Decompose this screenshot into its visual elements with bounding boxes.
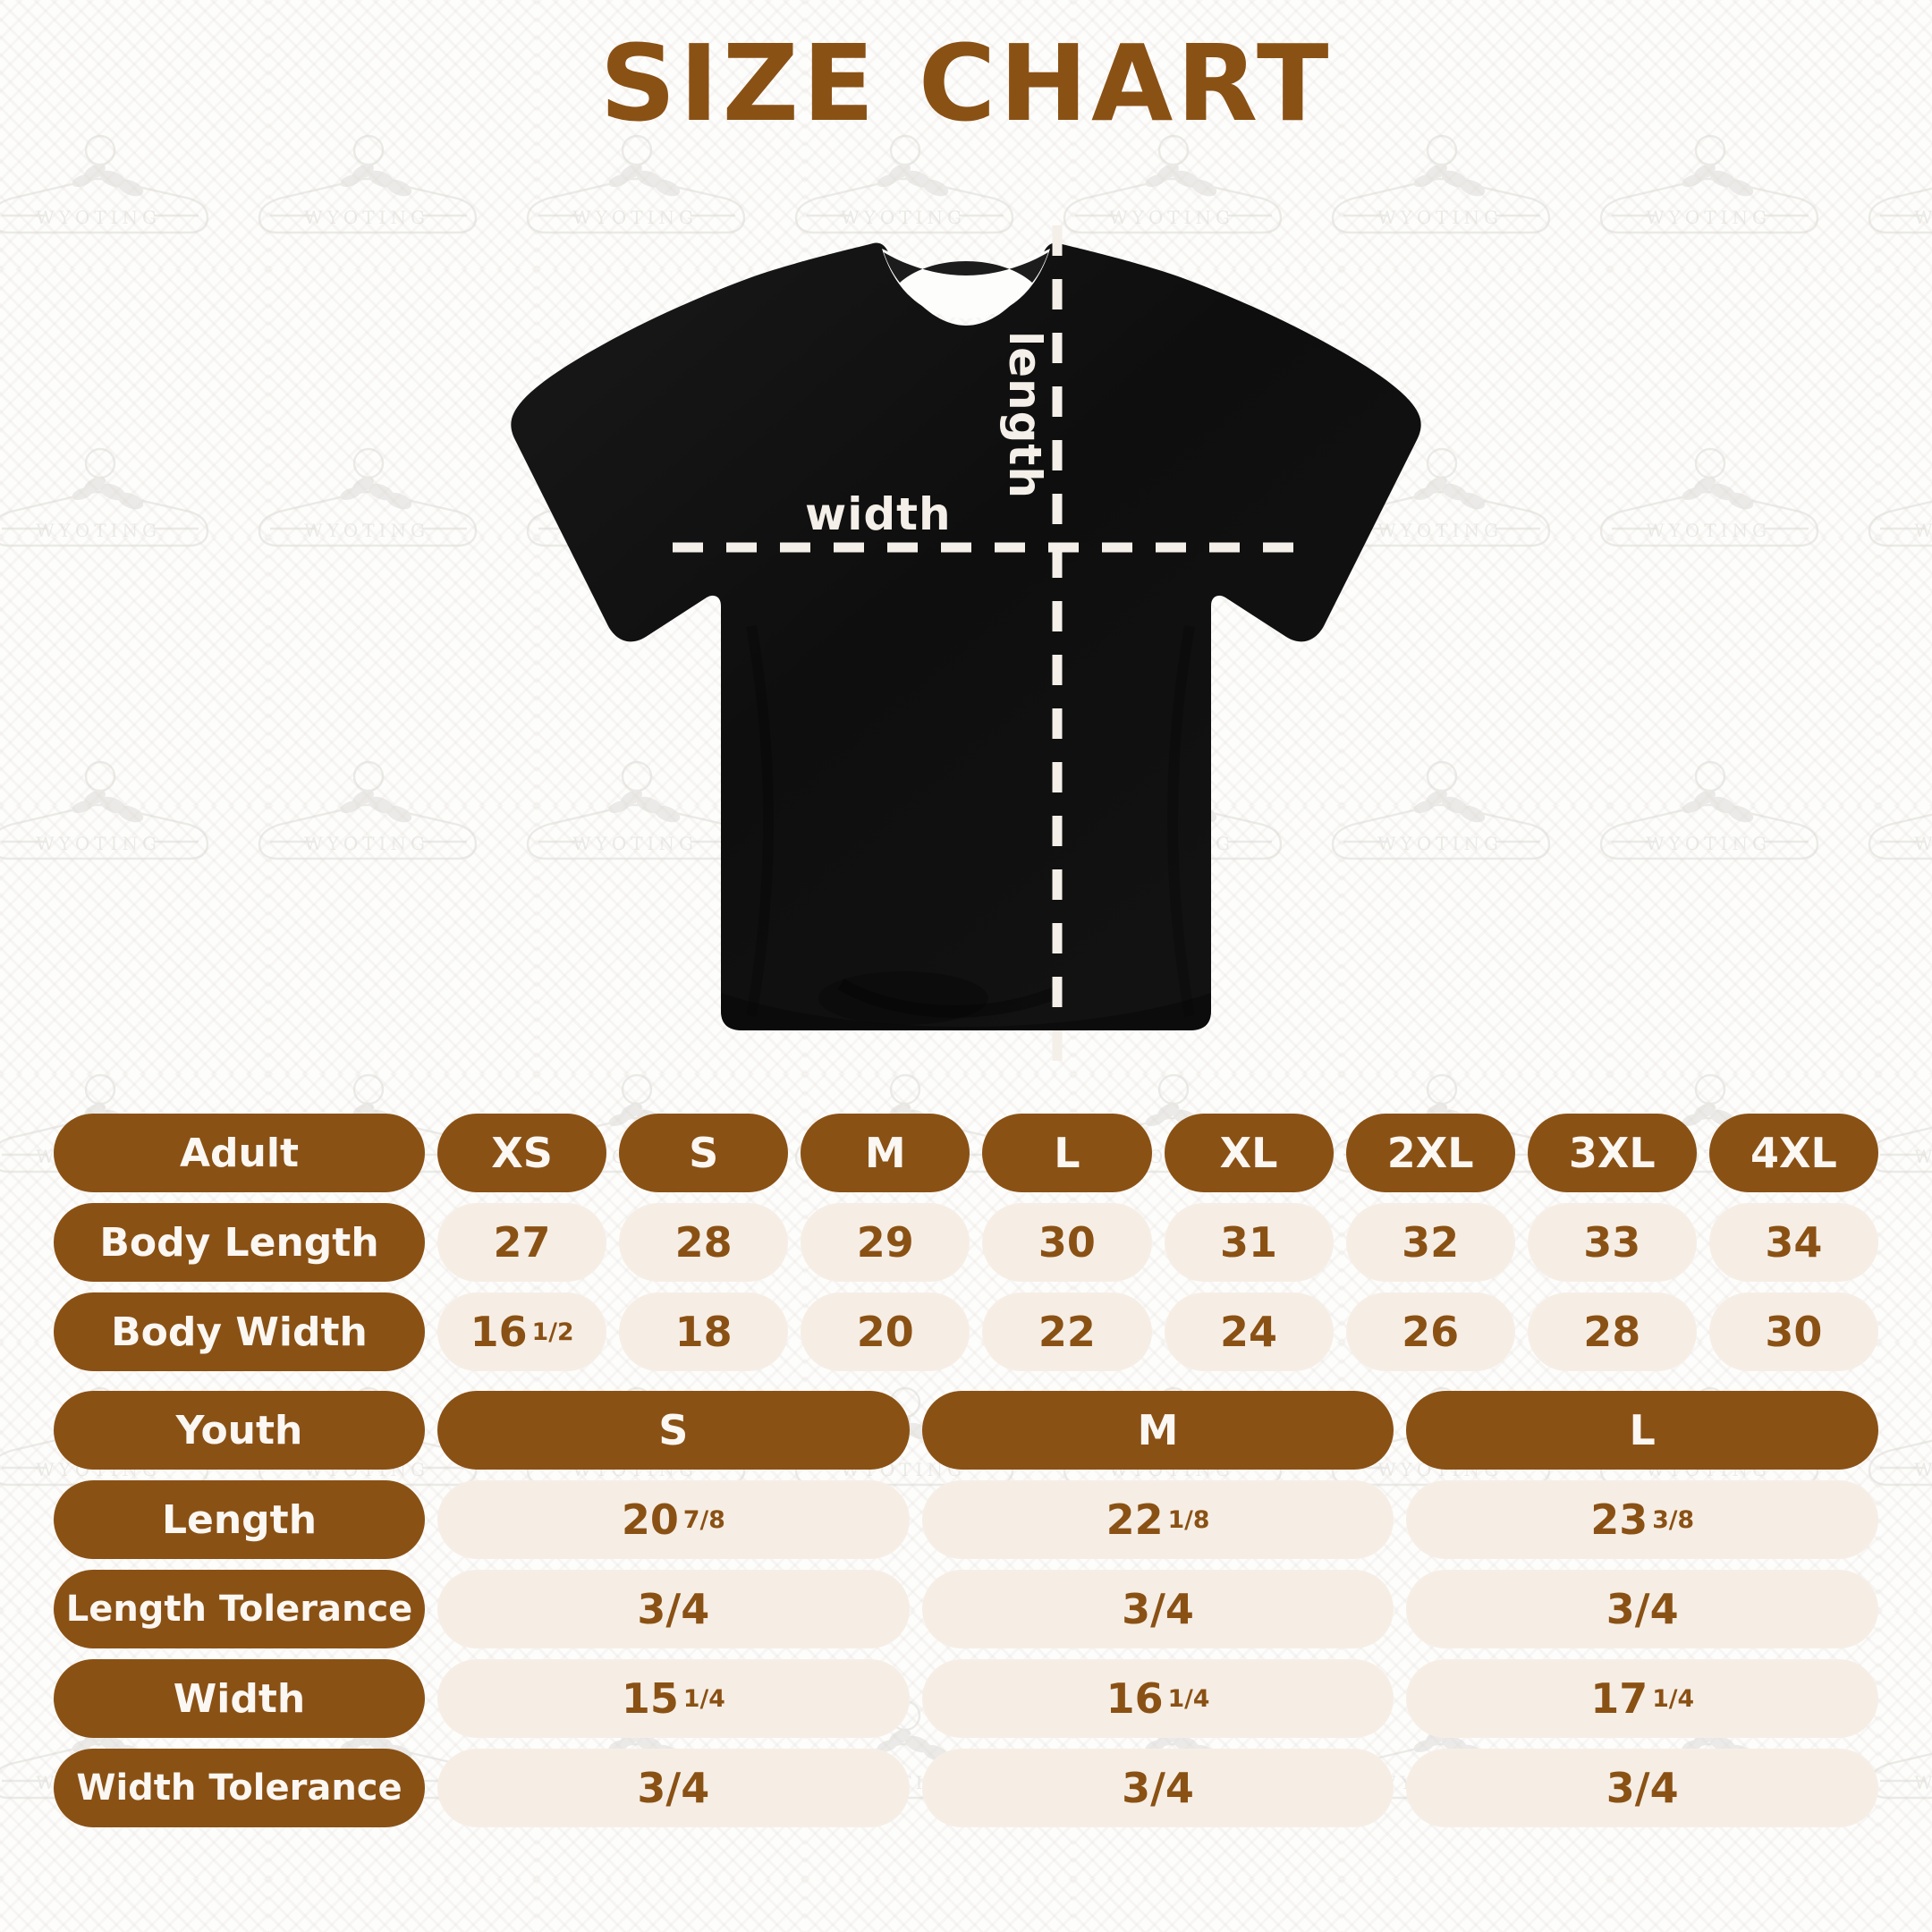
adult-size-header-2xl[interactable]: 2XL — [1345, 1114, 1515, 1192]
youth-value-cell: 3/4 — [437, 1570, 910, 1648]
adult-header-row: Adult XS S M L XL 2XL 3XL 4XL — [54, 1114, 1878, 1192]
youth-size-header-m[interactable]: M — [921, 1391, 1394, 1470]
width-label: width — [805, 488, 952, 540]
length-label: length — [999, 331, 1051, 499]
table-row: Length 20 7/8 22 1/8 23 3/8 — [54, 1480, 1879, 1559]
youth-size-header-s[interactable]: S — [437, 1391, 910, 1470]
adult-size-header-xs[interactable]: XS — [437, 1114, 607, 1192]
adult-value-cell: 31 — [1164, 1203, 1334, 1282]
adult-value-cell: 30 — [982, 1203, 1152, 1282]
youth-size-header-l[interactable]: L — [1406, 1391, 1879, 1470]
youth-row-label: Width — [54, 1659, 425, 1738]
adult-size-header-s[interactable]: S — [619, 1114, 789, 1192]
adult-value-cell: 30 — [1708, 1292, 1878, 1371]
adult-corner-label: Adult — [54, 1114, 425, 1192]
youth-corner-label: Youth — [54, 1391, 425, 1470]
youth-row-label: Length Tolerance — [54, 1570, 425, 1648]
youth-value-cell: 3/4 — [1406, 1570, 1879, 1648]
adult-value-cell: 26 — [1345, 1292, 1515, 1371]
adult-value-cell: 27 — [437, 1203, 607, 1282]
youth-value-cell: 3/4 — [921, 1749, 1394, 1827]
adult-value-cell: 22 — [982, 1292, 1152, 1371]
adult-size-header-l[interactable]: L — [982, 1114, 1152, 1192]
youth-size-table: Youth S M L Length 20 7/8 22 1/8 23 3/8 Length Tole… — [54, 1391, 1879, 1838]
tshirt-svg — [511, 225, 1421, 1063]
adult-value-cell: 34 — [1708, 1203, 1878, 1282]
adult-row-label: Body Length — [54, 1203, 425, 1282]
adult-value-cell: 18 — [619, 1292, 789, 1371]
table-row: Length Tolerance 3/4 3/4 3/4 — [54, 1570, 1879, 1648]
table-row: Width 15 1/4 16 1/4 17 1/4 — [54, 1659, 1879, 1738]
youth-value-cell: 15 1/4 — [437, 1659, 910, 1738]
youth-value-cell: 17 1/4 — [1406, 1659, 1879, 1738]
adult-size-header-m[interactable]: M — [801, 1114, 970, 1192]
adult-value-cell: 24 — [1164, 1292, 1334, 1371]
adult-size-table: Adult XS S M L XL 2XL 3XL 4XL Body Length 27 28 29 30… — [54, 1114, 1878, 1382]
adult-value-cell: 20 — [801, 1292, 970, 1371]
adult-size-header-3xl[interactable]: 3XL — [1527, 1114, 1697, 1192]
shirt-neck-rib — [884, 252, 1048, 283]
youth-value-cell: 22 1/8 — [921, 1480, 1394, 1559]
youth-header-row: Youth S M L — [54, 1391, 1879, 1470]
table-row: Body Width 16 1/2 18 20 22 24 26 28 30 — [54, 1292, 1878, 1371]
shirt-collar-gap — [882, 249, 1050, 318]
table-row: Width Tolerance 3/4 3/4 3/4 — [54, 1749, 1879, 1827]
youth-row-label: Width Tolerance — [54, 1749, 425, 1827]
youth-value-cell: 16 1/4 — [921, 1659, 1394, 1738]
youth-value-cell: 23 3/8 — [1406, 1480, 1879, 1559]
adult-value-cell: 33 — [1527, 1203, 1697, 1282]
youth-row-label: Length — [54, 1480, 425, 1559]
adult-row-label: Body Width — [54, 1292, 425, 1371]
adult-value-cell: 28 — [619, 1203, 789, 1282]
tshirt-illustration — [483, 206, 1449, 1100]
youth-value-cell: 3/4 — [921, 1570, 1394, 1648]
adult-value-cell: 32 — [1345, 1203, 1515, 1282]
adult-value-cell: 29 — [801, 1203, 970, 1282]
adult-size-header-xl[interactable]: XL — [1164, 1114, 1334, 1192]
youth-value-cell: 3/4 — [437, 1749, 910, 1827]
page-title: SIZE CHART — [599, 21, 1333, 145]
adult-value-cell: 28 — [1527, 1292, 1697, 1371]
youth-value-cell: 20 7/8 — [437, 1480, 910, 1559]
youth-value-cell: 3/4 — [1406, 1749, 1879, 1827]
shirt-body — [511, 242, 1421, 1030]
table-row: Body Length 27 28 29 30 31 32 33 34 — [54, 1203, 1878, 1282]
adult-value-cell: 16 1/2 — [437, 1292, 607, 1371]
adult-size-header-4xl[interactable]: 4XL — [1708, 1114, 1878, 1192]
